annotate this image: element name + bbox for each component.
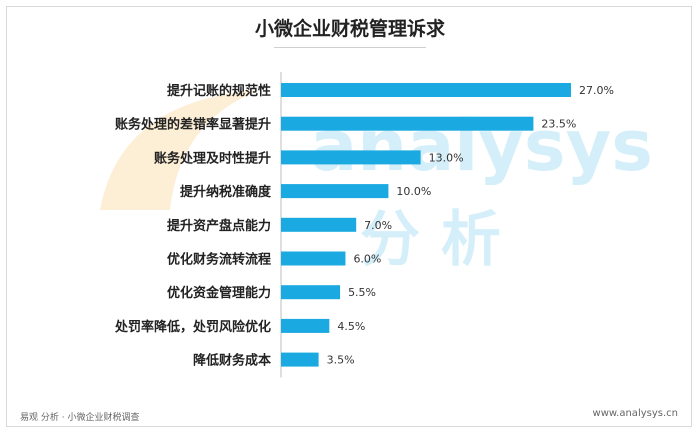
data-label: 7.0% bbox=[364, 219, 392, 232]
category-label: 账务处理及时性提升 bbox=[154, 150, 271, 166]
data-label: 5.5% bbox=[348, 286, 376, 299]
chart-title: 小微企业财税管理诉求 bbox=[254, 18, 445, 40]
bar bbox=[281, 251, 346, 266]
chart-frame bbox=[6, 6, 692, 427]
data-label: 23.5% bbox=[541, 118, 576, 131]
bar bbox=[281, 217, 357, 232]
bar bbox=[281, 352, 319, 367]
data-label: 13.0% bbox=[429, 151, 464, 164]
title-underline bbox=[274, 47, 426, 48]
source-note: 易观 分析 · 小微企业财税调查 bbox=[20, 413, 140, 423]
bar bbox=[281, 318, 330, 333]
data-label: 27.0% bbox=[579, 84, 614, 97]
data-label: 10.0% bbox=[396, 185, 431, 198]
bar bbox=[281, 116, 534, 131]
data-label: 4.5% bbox=[337, 320, 365, 333]
category-label: 提升记账的规范性 bbox=[167, 83, 271, 99]
data-label: 3.5% bbox=[327, 354, 355, 367]
data-label: 6.0% bbox=[353, 253, 381, 266]
category-label: 提升纳税准确度 bbox=[180, 184, 272, 200]
bar bbox=[281, 285, 341, 300]
bar bbox=[281, 83, 571, 97]
bar bbox=[281, 150, 421, 165]
website-url: www.analysys.cn bbox=[592, 408, 678, 419]
category-label: 账务处理的差错率显著提升 bbox=[115, 117, 271, 133]
category-label: 处罚率降低，处罚风险优化 bbox=[114, 319, 271, 335]
category-label: 优化财务流转流程 bbox=[167, 252, 271, 268]
bar bbox=[281, 184, 389, 199]
category-label: 提升资产盘点能力 bbox=[167, 218, 271, 234]
category-label: 优化资金管理能力 bbox=[167, 285, 271, 301]
category-label: 降低财务成本 bbox=[193, 353, 271, 369]
